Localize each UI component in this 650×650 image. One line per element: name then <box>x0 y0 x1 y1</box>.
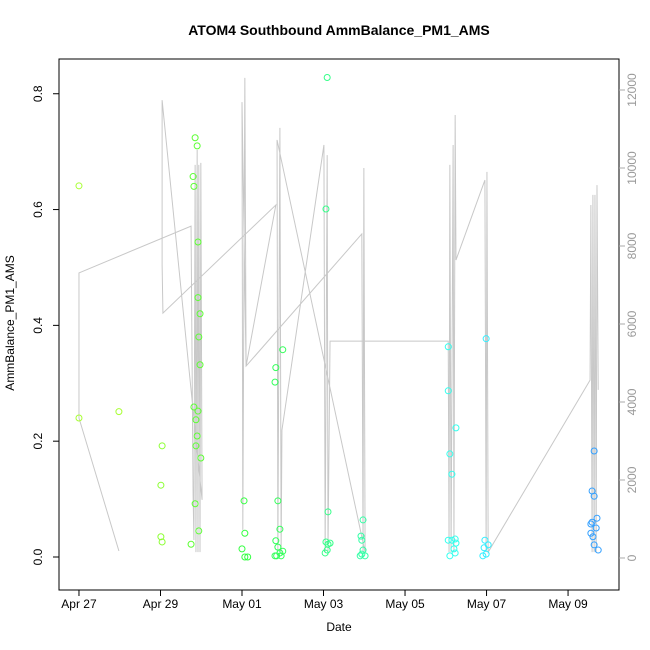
point <box>193 142 201 150</box>
point <box>323 74 331 82</box>
point <box>444 536 452 544</box>
point <box>446 450 454 458</box>
point <box>187 540 195 548</box>
point <box>195 527 203 535</box>
point <box>189 173 197 181</box>
point <box>590 492 598 500</box>
x-axis-label: Date <box>326 620 352 634</box>
point <box>240 497 248 505</box>
y-tick-label: 0.2 <box>31 433 45 450</box>
point <box>271 378 279 386</box>
point <box>190 403 198 411</box>
y2-tick-label: 6000 <box>625 310 639 337</box>
x-tick-label: May 03 <box>304 597 344 611</box>
point <box>196 310 204 318</box>
line-series <box>78 77 599 554</box>
point <box>238 545 246 553</box>
point <box>158 442 166 450</box>
point <box>359 516 367 524</box>
x-tick-label: May 07 <box>467 597 507 611</box>
y2-tick-label: 2000 <box>625 466 639 493</box>
point <box>452 424 460 432</box>
point <box>592 524 600 532</box>
point <box>444 343 452 351</box>
point <box>195 333 203 341</box>
y2-tick-label: 4000 <box>625 388 639 415</box>
x-tick-label: May 05 <box>385 597 425 611</box>
point <box>589 533 597 541</box>
point <box>481 536 489 544</box>
point <box>323 546 331 554</box>
point <box>594 546 602 554</box>
point <box>482 335 490 343</box>
point <box>274 497 282 505</box>
point <box>587 529 595 537</box>
point <box>593 514 601 522</box>
point <box>279 346 287 354</box>
y-axis-label: AmmBalance_PM1_AMS <box>3 255 17 390</box>
point <box>451 535 459 543</box>
point <box>590 447 598 455</box>
point <box>193 432 201 440</box>
point <box>75 414 83 422</box>
point <box>322 205 330 213</box>
point <box>191 500 199 508</box>
point <box>480 544 488 552</box>
point <box>157 533 165 541</box>
point <box>326 539 334 547</box>
point <box>276 525 284 533</box>
point <box>244 553 252 561</box>
point <box>271 552 279 560</box>
point <box>357 532 365 540</box>
point <box>444 387 452 395</box>
point <box>356 552 364 560</box>
point <box>272 537 280 545</box>
point <box>190 182 198 190</box>
x-tick-label: May 09 <box>548 597 588 611</box>
point <box>191 134 199 142</box>
point <box>194 294 202 302</box>
y2-tick-label: 12000 <box>625 73 639 107</box>
point <box>272 364 280 372</box>
point <box>75 182 83 190</box>
point <box>448 470 456 478</box>
point <box>279 547 287 555</box>
x-tick-label: Apr 27 <box>61 597 97 611</box>
point <box>590 541 598 549</box>
point <box>194 407 202 415</box>
y2-tick-label: 0 <box>625 554 639 561</box>
point <box>157 481 165 489</box>
point <box>361 552 369 560</box>
point <box>479 552 487 560</box>
y2-tick-label: 8000 <box>625 232 639 259</box>
chart-title: ATOM4 Southbound AmmBalance_PM1_AMS <box>188 22 490 38</box>
point <box>192 416 200 424</box>
point <box>158 538 166 546</box>
point <box>588 518 596 526</box>
point <box>241 529 249 537</box>
point <box>451 549 459 557</box>
point <box>450 545 458 553</box>
plot-box <box>58 58 620 591</box>
point <box>192 442 200 450</box>
y-tick-label: 0.8 <box>31 85 45 102</box>
point <box>324 508 332 516</box>
x-tick-label: May 01 <box>222 597 262 611</box>
point <box>194 238 202 246</box>
y2-tick-label: 10000 <box>625 151 639 185</box>
point <box>587 520 595 528</box>
point <box>241 553 249 561</box>
y-tick-label: 0.0 <box>31 548 45 565</box>
point <box>196 361 204 369</box>
point <box>115 408 123 416</box>
point <box>358 536 366 544</box>
y-tick-label: 0.4 <box>31 317 45 334</box>
point <box>197 454 205 462</box>
point <box>446 552 454 560</box>
x-tick-label: Apr 29 <box>143 597 179 611</box>
y-tick-label: 0.6 <box>31 201 45 218</box>
point <box>322 538 330 546</box>
